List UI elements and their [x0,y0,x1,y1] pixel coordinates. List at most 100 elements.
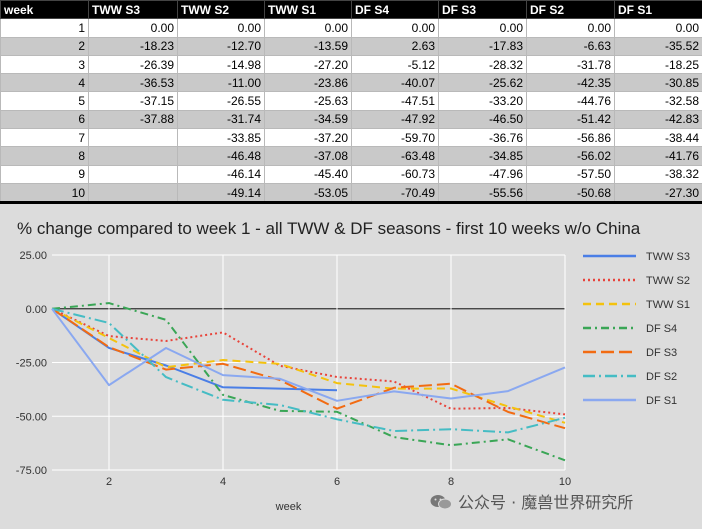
table-cell[interactable]: 6 [0,109,89,130]
table-cell[interactable] [88,128,178,148]
table-cell[interactable]: 1 [0,18,89,38]
table-cell[interactable]: -18.23 [88,36,178,56]
table-cell[interactable]: -38.32 [614,164,702,184]
x-tick-label: 10 [559,476,571,488]
series-line-df-s1 [51,308,566,402]
table-cell[interactable]: -34.85 [438,146,527,166]
table-cell[interactable]: 0.00 [438,18,527,38]
legend-label: TWW S1 [646,299,690,311]
table-cell[interactable]: -47.51 [351,91,439,111]
table-cell[interactable]: -34.59 [264,109,352,130]
table-cell[interactable]: -47.96 [438,164,527,184]
table-cell[interactable]: -5.12 [351,54,439,75]
table-cell[interactable]: -56.02 [526,146,615,166]
table-cell[interactable]: -42.83 [614,109,702,130]
table-row: 9 -46.14 -45.40 -60.73 -47.96 -57.50 -38.32 [0,164,702,184]
table-cell[interactable]: -36.53 [88,73,178,93]
table-cell[interactable]: 5 [0,91,89,111]
table-cell[interactable]: -6.63 [526,36,615,56]
table-row: 10 -49.14 -53.05 -70.49 -55.56 -50.68 -27.30 [0,182,702,203]
table-cell[interactable]: 4 [0,73,89,93]
table-cell[interactable]: -53.05 [264,182,352,203]
table-cell[interactable]: -25.62 [438,73,527,93]
table-cell[interactable]: -14.98 [177,54,265,75]
series-line-tww-s1 [51,307,566,424]
table-cell[interactable]: -36.76 [438,128,527,148]
table-cell[interactable]: -47.92 [351,109,439,130]
table-cell[interactable]: -31.78 [526,54,615,75]
table-cell[interactable]: 0.00 [177,18,265,38]
table-cell[interactable]: -30.85 [614,73,702,93]
table-cell[interactable]: 9 [0,164,89,184]
table-cell[interactable]: 0.00 [351,18,439,38]
table-cell[interactable]: -51.42 [526,109,615,130]
table-cell[interactable]: 0.00 [526,18,615,38]
column-header: DF S2 [526,0,615,20]
table-cell[interactable]: 7 [0,128,89,148]
table-cell[interactable]: -55.56 [438,182,527,203]
y-tick-label: -75.00 [16,465,47,477]
table-cell[interactable] [88,146,178,166]
legend-label: TWW S3 [646,251,690,263]
wechat-logo-icon [430,495,452,510]
table-cell[interactable]: -35.52 [614,36,702,56]
table-cell[interactable]: -60.73 [351,164,439,184]
table-cell[interactable]: -23.86 [264,73,352,93]
table-cell[interactable]: -28.32 [438,54,527,75]
table-cell[interactable]: -70.49 [351,182,439,203]
chart-plot: 25.00 0.00 -25.00 -50.00 -75.00 2 4 6 8 10 week TWW… [16,250,690,513]
table-cell[interactable]: -32.58 [614,91,702,111]
table-cell[interactable] [88,164,178,184]
table-cell[interactable]: -57.50 [526,164,615,184]
table-cell[interactable] [88,182,178,203]
legend-label: TWW S2 [646,275,690,287]
table-cell[interactable]: -37.88 [88,109,178,130]
table-cell[interactable]: 0.00 [264,18,352,38]
table-cell[interactable]: 3 [0,54,89,75]
table-cell[interactable]: 0.00 [614,18,702,38]
table-cell[interactable]: -13.59 [264,36,352,56]
table-cell[interactable]: -33.20 [438,91,527,111]
data-table: week TWW S3 TWW S2 TWW S1 DF S4 DF S3 DF S2 DF … [0,0,702,203]
table-cell[interactable]: -11.00 [177,73,265,93]
table-cell[interactable]: -56.86 [526,128,615,148]
table-cell[interactable]: -45.40 [264,164,352,184]
table-cell[interactable]: 10 [0,182,89,203]
table-cell[interactable]: -27.20 [264,54,352,75]
y-tick-label: 0.00 [26,304,47,316]
table-cell[interactable]: -46.50 [438,109,527,130]
table-cell[interactable]: -38.44 [614,128,702,148]
table-cell[interactable]: -33.85 [177,128,265,148]
table-cell[interactable]: -50.68 [526,182,615,203]
table-cell[interactable]: 8 [0,146,89,166]
table-cell[interactable]: -37.15 [88,91,178,111]
table-cell[interactable]: 2.63 [351,36,439,56]
watermark-text: 公众号 · 魔兽世界研究所 [458,493,634,512]
series-line-df-s2 [51,307,566,434]
table-cell[interactable]: -49.14 [177,182,265,203]
table-cell[interactable]: -63.48 [351,146,439,166]
table-cell[interactable]: -46.14 [177,164,265,184]
table-cell[interactable]: -18.25 [614,54,702,75]
table-cell[interactable]: -12.70 [177,36,265,56]
x-axis-label: week [275,501,302,513]
table-cell[interactable]: -26.39 [88,54,178,75]
table-cell[interactable]: 2 [0,36,89,56]
table-cell[interactable]: -40.07 [351,73,439,93]
table-cell[interactable]: -59.70 [351,128,439,148]
column-header: week [0,0,89,20]
x-tick-label: 8 [448,476,454,488]
table-cell[interactable]: 0.00 [88,18,178,38]
table-cell[interactable]: -42.35 [526,73,615,93]
y-tick-label: -25.00 [16,358,47,370]
table-cell[interactable]: -17.83 [438,36,527,56]
table-cell[interactable]: -37.08 [264,146,352,166]
table-cell[interactable]: -27.30 [614,182,702,203]
table-cell[interactable]: -25.63 [264,91,352,111]
table-cell[interactable]: -37.20 [264,128,352,148]
table-cell[interactable]: -44.76 [526,91,615,111]
table-cell[interactable]: -41.76 [614,146,702,166]
table-cell[interactable]: -31.74 [177,109,265,130]
table-cell[interactable]: -26.55 [177,91,265,111]
table-cell[interactable]: -46.48 [177,146,265,166]
